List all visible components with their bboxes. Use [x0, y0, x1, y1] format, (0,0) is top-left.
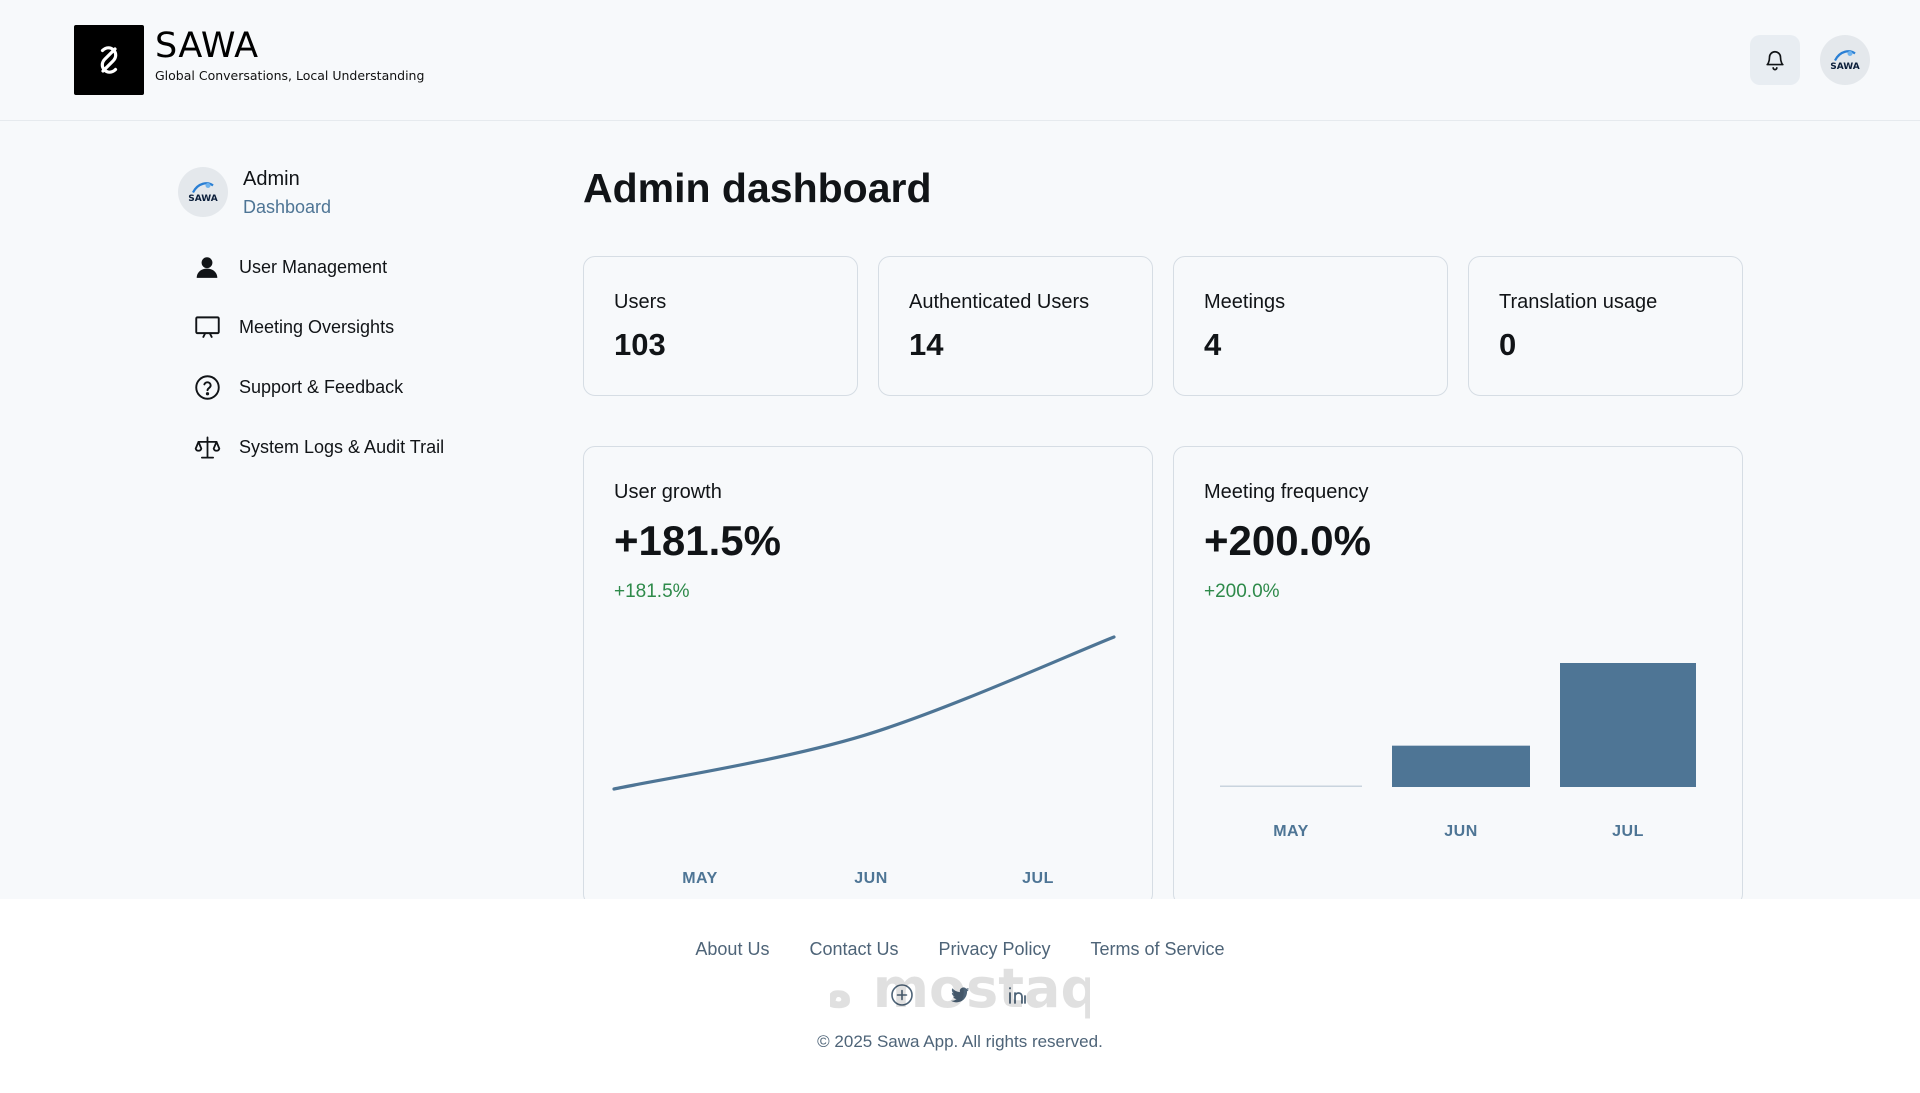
sidebar-item-support-feedback[interactable]: Support & Feedback	[193, 370, 403, 404]
stat-label: Users	[614, 291, 667, 313]
sidebar-avatar: SAWA	[178, 167, 228, 217]
x-tick-label: MAY	[682, 870, 718, 887]
footer-link-terms[interactable]: Terms of Service	[1090, 939, 1225, 959]
sidebar-item-label: System Logs & Audit Trail	[239, 436, 445, 457]
meeting-frequency-bar-chart: MAY JUN JUL	[1220, 663, 1696, 840]
user-avatar[interactable]: SAWA	[1820, 35, 1870, 85]
footer-link-about[interactable]: About Us	[695, 939, 770, 959]
scale-icon	[193, 433, 221, 461]
bar-may	[1220, 785, 1362, 787]
copyright-text: © 2025 Sawa App. All rights reserved.	[817, 1032, 1103, 1051]
user-growth-card: User growth +181.5% +181.5% MAY JUN JUL	[583, 446, 1153, 906]
chart-headline-value: +181.5%	[614, 517, 781, 564]
stat-value: 14	[909, 327, 944, 362]
social-links	[0, 982, 1920, 1008]
help-circle-icon	[193, 373, 221, 401]
x-tick-label: JUN	[1444, 823, 1478, 840]
stat-card-meetings: Meetings 4	[1173, 256, 1448, 396]
stat-label: Meetings	[1204, 291, 1286, 313]
chart-headline-value: +200.0%	[1204, 517, 1371, 564]
stat-card-users: Users 103	[583, 256, 858, 396]
stat-label: Authenticated Users	[909, 291, 1090, 313]
presentation-icon	[193, 313, 221, 341]
sidebar-item-user-management[interactable]: User Management	[193, 250, 387, 284]
sidebar-dashboard-link[interactable]: Dashboard	[243, 197, 332, 217]
sidebar-item-label: Support & Feedback	[239, 376, 404, 397]
stat-value: 4	[1204, 327, 1222, 362]
chart-delta: +181.5%	[614, 581, 690, 602]
sidebar-item-label: Meeting Oversights	[239, 316, 395, 337]
x-tick-label: MAY	[1273, 823, 1309, 840]
chart-title: User growth	[614, 481, 722, 503]
stat-card-translation-usage: Translation usage 0	[1468, 256, 1743, 396]
sidebar-item-meeting-oversights[interactable]: Meeting Oversights	[193, 310, 394, 344]
x-tick-label: JUL	[1022, 870, 1054, 887]
sidebar-title: Admin	[243, 168, 300, 190]
stat-value: 103	[614, 327, 666, 362]
notifications-button[interactable]	[1750, 35, 1800, 85]
user-growth-line-chart: MAY JUN JUL	[612, 635, 1116, 887]
globe-swoosh-icon	[192, 182, 214, 194]
s-link-logo-icon	[100, 46, 118, 74]
twitter-icon[interactable]	[947, 982, 973, 1008]
footer-link-contact[interactable]: Contact Us	[809, 939, 899, 959]
brand-name: SAWA	[155, 26, 259, 66]
avatar-wordmark: SAWA	[188, 194, 218, 204]
brand-logo[interactable]	[74, 25, 144, 95]
linkedin-icon[interactable]	[1005, 982, 1031, 1008]
footer-links: About Us Contact Us Privacy Policy Terms…	[0, 939, 1920, 960]
sidebar-item-label: User Management	[239, 256, 388, 277]
meeting-frequency-card: Meeting frequency +200.0% +200.0% MAY JUN…	[1173, 446, 1743, 906]
x-tick-label: JUL	[1612, 823, 1644, 840]
chart-delta: +200.0%	[1204, 581, 1280, 602]
footer: About Us Contact Us Privacy Policy Terms…	[0, 899, 1920, 1093]
top-header: SAWA Global Conversations, Local Underst…	[0, 0, 1920, 121]
footer-link-privacy[interactable]: Privacy Policy	[938, 939, 1051, 959]
avatar-wordmark: SAWA	[1830, 62, 1860, 72]
bar-jul	[1560, 663, 1696, 787]
user-growth-series-line	[612, 635, 1116, 791]
chart-title: Meeting frequency	[1204, 481, 1369, 503]
bar-jun	[1392, 745, 1530, 787]
user-icon	[193, 253, 221, 281]
stat-label: Translation usage	[1499, 291, 1658, 313]
add-circle-icon[interactable]	[889, 982, 915, 1008]
brand-tagline: Global Conversations, Local Understandin…	[155, 68, 425, 83]
page-title: Admin dashboard	[583, 165, 932, 211]
bell-icon	[1766, 51, 1784, 71]
sidebar-item-system-logs[interactable]: System Logs & Audit Trail	[193, 430, 444, 464]
stat-value: 0	[1499, 327, 1517, 362]
stat-card-authenticated-users: Authenticated Users 14	[878, 256, 1153, 396]
x-tick-label: JUN	[854, 870, 888, 887]
globe-swoosh-icon	[1834, 50, 1856, 62]
